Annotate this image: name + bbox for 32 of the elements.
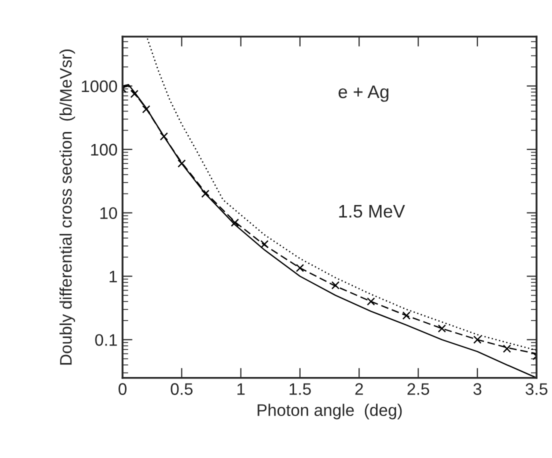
point — [130, 90, 138, 98]
point — [402, 311, 411, 320]
y-tick-label: 1000 — [82, 80, 118, 92]
point — [201, 190, 210, 198]
point — [260, 240, 269, 248]
annotation: e + Ag — [338, 86, 388, 102]
x-tick-label: 1 — [237, 383, 245, 395]
point — [142, 105, 150, 114]
x-tick-label: 2.5 — [408, 383, 430, 395]
point — [178, 159, 186, 168]
point — [160, 132, 168, 141]
y-tick-label: 100 — [91, 144, 118, 156]
y-tick-label: 0.1 — [95, 334, 117, 346]
point — [296, 264, 304, 272]
y-tick-label: 10 — [100, 207, 118, 220]
y-tick-label: 1 — [110, 270, 117, 282]
x-tick-label: 0 — [118, 383, 127, 395]
x-tick-label: 1.5 — [290, 383, 311, 395]
x-tick-label: 0.5 — [170, 383, 193, 395]
x-tick-label: 3.5 — [526, 383, 548, 395]
x-tick-label: 2 — [355, 383, 363, 395]
point — [438, 324, 446, 333]
point — [230, 218, 240, 227]
point — [502, 344, 512, 353]
point — [366, 297, 376, 306]
point — [473, 336, 482, 344]
line-series — [146, 38, 537, 351]
x-tick-label: 3 — [473, 383, 482, 395]
y-axis-title: Doubly differential cross section (b/MeVsr) — [60, 50, 76, 365]
annotation: 1.5 MeV — [339, 205, 405, 218]
point — [331, 281, 340, 290]
x-axis-title: Photon angle (deg) — [258, 404, 402, 420]
